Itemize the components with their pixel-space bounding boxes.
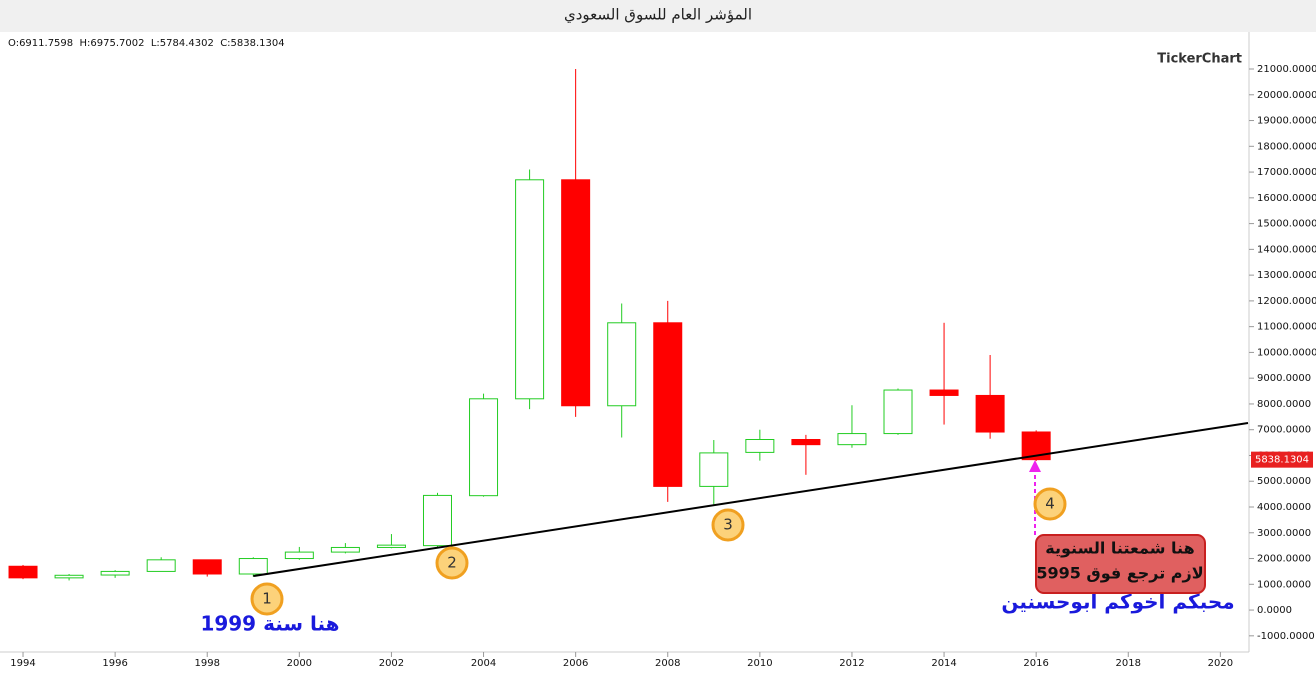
y-tick-label: 12000.0000 [1257, 296, 1316, 307]
x-tick-label: 2020 [1208, 658, 1233, 669]
candle-body [515, 179, 545, 400]
y-tick-label: 10000.0000 [1257, 347, 1316, 358]
candle-body [607, 322, 637, 407]
arrow-head [1029, 460, 1041, 472]
note-box [1035, 534, 1206, 594]
candle-body [238, 558, 268, 575]
x-tick-label: 2012 [839, 658, 864, 669]
y-tick-label: 14000.0000 [1257, 244, 1316, 255]
y-tick-label: 4000.0000 [1257, 502, 1311, 513]
candle-body [929, 389, 959, 396]
y-tick-label: 21000.0000 [1257, 64, 1316, 75]
x-tick-label: 1998 [195, 658, 220, 669]
last-price-tag [1251, 451, 1313, 468]
y-tick-label: 9000.0000 [1257, 373, 1311, 384]
candle-body [699, 452, 729, 487]
x-tick-label: 2018 [1116, 658, 1141, 669]
y-tick-label: 11000.0000 [1257, 322, 1316, 333]
candle-body [791, 439, 821, 446]
y-tick-label: 19000.0000 [1257, 116, 1316, 127]
last-price-label: 5838.1304 [1255, 455, 1309, 466]
candle-body [422, 494, 452, 547]
x-tick-label: 2010 [747, 658, 772, 669]
y-tick-label: 2000.0000 [1257, 554, 1311, 565]
marker-circle [711, 508, 745, 542]
candle-body [284, 551, 314, 560]
x-tick-label: 2004 [471, 658, 496, 669]
candle-body [376, 544, 406, 548]
marker-label: 2 [447, 554, 457, 572]
chart-title: المؤشر العام للسوق السعودي [564, 6, 752, 25]
x-tick-label: 2016 [1023, 658, 1048, 669]
y-tick-label: 5000.0000 [1257, 476, 1311, 487]
candle-body [330, 546, 360, 553]
candle-body [975, 394, 1005, 433]
x-tick-label: 2014 [931, 658, 956, 669]
candle-body [653, 322, 683, 487]
x-tick-label: 2002 [379, 658, 404, 669]
annotation: هنا سنة 1999 [200, 612, 339, 636]
candle-body [192, 559, 222, 575]
marker-label: 3 [723, 516, 733, 534]
y-tick-label: 16000.0000 [1257, 193, 1316, 204]
marker-label: 1 [262, 590, 272, 608]
y-tick-label: 8000.0000 [1257, 399, 1311, 410]
candle-body [469, 398, 499, 497]
y-tick-label: 17000.0000 [1257, 167, 1316, 178]
marker-label: 4 [1045, 495, 1055, 513]
marker-circle [250, 582, 284, 616]
y-tick-label: 18000.0000 [1257, 141, 1316, 152]
x-tick-label: 2006 [563, 658, 588, 669]
marker-circle [435, 546, 469, 580]
marker-circle [1033, 487, 1067, 521]
y-tick-label: 7000.0000 [1257, 425, 1311, 436]
x-tick-label: 2000 [287, 658, 312, 669]
x-tick-label: 1994 [10, 658, 35, 669]
trendline [253, 422, 1249, 578]
note-text: هنا شمعتنا السنوية [1045, 539, 1194, 558]
candle-body [54, 574, 84, 579]
y-tick-label: 1000.0000 [1257, 579, 1311, 590]
candle-body [883, 389, 913, 435]
y-tick-label: 0.0000 [1257, 605, 1292, 616]
x-tick-label: 2008 [655, 658, 680, 669]
ohlc-label: O:6911.7598 H:6975.7002 L:5784.4302 C:58… [8, 38, 285, 49]
y-tick-label: 20000.0000 [1257, 90, 1316, 101]
y-tick-label: 13000.0000 [1257, 270, 1316, 281]
y-tick-label: 3000.0000 [1257, 528, 1311, 539]
y-tick-label: 15000.0000 [1257, 219, 1316, 230]
candle-body [8, 565, 38, 579]
y-tick-label: -1000.0000 [1257, 631, 1315, 642]
candle-body [745, 439, 775, 453]
watermark: TickerChart [1157, 52, 1242, 67]
candle-body [837, 433, 867, 446]
candle-body [146, 559, 176, 572]
x-tick-label: 1996 [102, 658, 127, 669]
candle-body [561, 179, 591, 407]
title-bar [0, 0, 1316, 32]
candle-body [100, 570, 130, 576]
note-text: لازم ترجع فوق 5995 [1036, 564, 1203, 583]
